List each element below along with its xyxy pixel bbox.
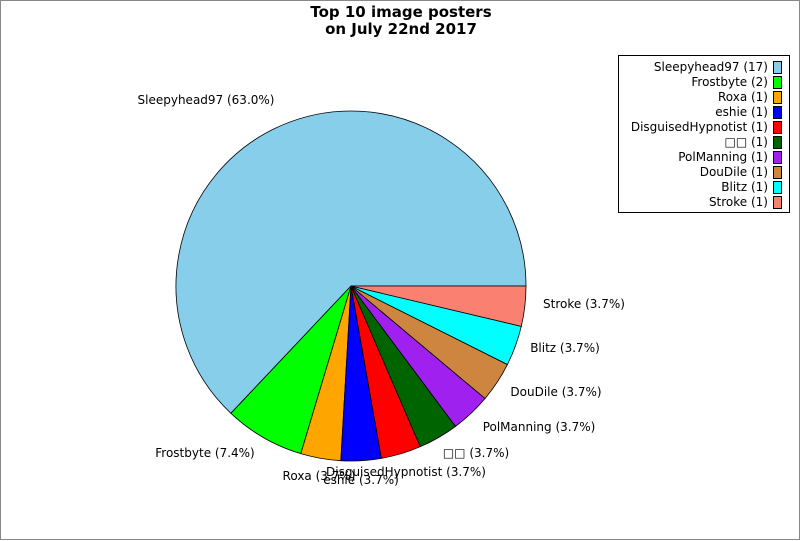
legend-item-2: Roxa (1) <box>619 90 782 105</box>
legend-item-9: Stroke (1) <box>619 195 782 210</box>
slice-label-8: Blitz (3.7%) <box>530 341 600 355</box>
legend-label: DouDile (1) <box>699 165 768 179</box>
slice-label-6: PolManning (3.7%) <box>483 420 596 434</box>
slice-label-5: □□ (3.7%) <box>443 446 509 460</box>
legend-label: Roxa (1) <box>717 90 768 104</box>
slice-label-7: DouDile (3.7%) <box>510 385 601 399</box>
legend-swatch <box>773 106 782 119</box>
legend-item-4: DisguisedHypnotist (1) <box>619 120 782 135</box>
slice-label-0: Sleepyhead97 (63.0%) <box>138 93 275 107</box>
legend-swatch <box>773 151 782 164</box>
legend-label: eshie (1) <box>715 105 768 119</box>
slice-label-4: DisguisedHypnotist (3.7%) <box>326 465 486 479</box>
legend-swatch <box>773 136 782 149</box>
legend-item-8: Blitz (1) <box>619 180 782 195</box>
legend-swatch <box>773 76 782 89</box>
legend-label: PolManning (1) <box>678 150 768 164</box>
legend-item-3: eshie (1) <box>619 105 782 120</box>
chart-legend: Sleepyhead97 (17) Frostbyte (2) Roxa (1) es… <box>618 55 790 213</box>
legend-label: DisguisedHypnotist (1) <box>630 120 768 134</box>
chart-title: Top 10 image posters on July 22nd 2017 <box>1 4 800 38</box>
legend-swatch <box>773 121 782 134</box>
legend-item-1: Frostbyte (2) <box>619 75 782 90</box>
legend-label: □□ (1) <box>724 135 769 149</box>
chart-title-line-1: Top 10 image posters <box>310 3 492 21</box>
legend-swatch <box>773 181 782 194</box>
legend-label: Stroke (1) <box>708 195 768 209</box>
legend-swatch <box>773 91 782 104</box>
pie-slice-9 <box>350 285 527 327</box>
pie-slice-0 <box>175 110 527 414</box>
legend-item-0: Sleepyhead97 (17) <box>619 60 782 75</box>
legend-label: Frostbyte (2) <box>691 75 768 89</box>
slice-label-9: Stroke (3.7%) <box>543 297 625 311</box>
slice-label-2: Roxa (3.7%) <box>283 469 356 483</box>
legend-label: Blitz (1) <box>721 180 768 194</box>
slice-label-3: eshie (3.7%) <box>323 473 399 487</box>
chart-title-line-2: on July 22nd 2017 <box>325 20 477 38</box>
legend-item-7: DouDile (1) <box>619 165 782 180</box>
legend-swatch <box>773 166 782 179</box>
legend-swatch <box>773 61 782 74</box>
legend-label: Sleepyhead97 (17) <box>653 60 768 74</box>
legend-item-5: □□ (1) <box>619 135 782 150</box>
legend-item-6: PolManning (1) <box>619 150 782 165</box>
slice-label-1: Frostbyte (7.4%) <box>155 446 254 460</box>
legend-swatch <box>773 196 782 209</box>
